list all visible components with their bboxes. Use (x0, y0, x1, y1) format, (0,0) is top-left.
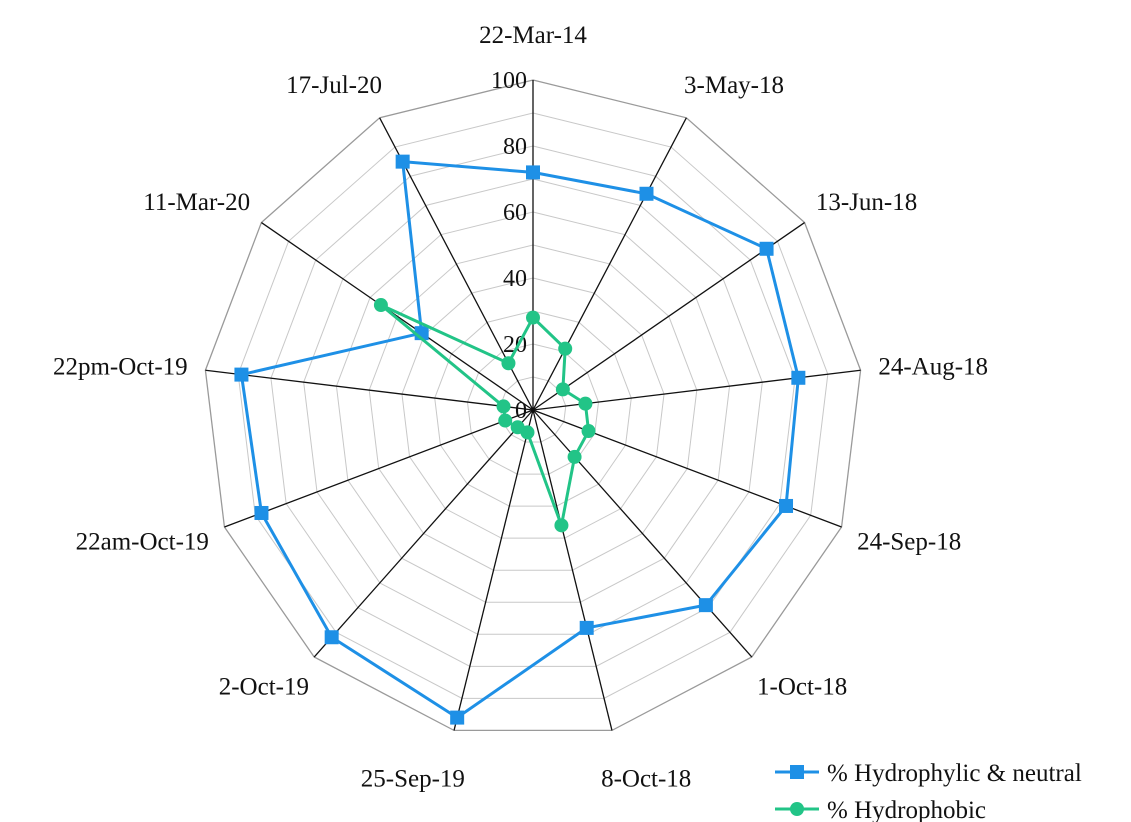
point-1-1 (558, 341, 573, 356)
radar-grid (204, 79, 862, 732)
point-1-6 (554, 518, 569, 533)
tick-label-80: 80 (503, 134, 527, 160)
category-label-0: 22-Mar-14 (479, 22, 587, 49)
point-0-7 (450, 710, 465, 725)
point-0-2 (759, 241, 774, 256)
spoke-2 (532, 222, 805, 411)
point-1-11 (373, 298, 388, 313)
point-0-8 (324, 630, 339, 645)
category-label-1: 3-May-18 (684, 72, 784, 99)
point-0-5 (698, 598, 713, 613)
spoke-1 (532, 117, 687, 411)
tick-label-40: 40 (503, 266, 527, 292)
data-series (234, 154, 806, 725)
category-label-9: 22am-Oct-19 (76, 528, 209, 555)
point-1-4 (581, 424, 596, 439)
series-line-0 (239, 159, 800, 720)
point-1-12 (501, 356, 516, 371)
legend-marker-0 (790, 765, 804, 779)
category-label-10: 22pm-Oct-19 (53, 354, 188, 381)
legend-label-0: % Hydrophylic & neutral (827, 760, 1082, 787)
category-labels: 22-Mar-14 3-May-18 13-Jun-18 24-Aug-18 24-Se… (53, 22, 988, 792)
grid-ring-2 (466, 343, 600, 475)
tick-label-0: 0 (515, 398, 527, 424)
legend-item-0: % Hydrophylic & neutral (775, 760, 1082, 787)
grid-ring-9 (237, 112, 829, 699)
legend-marker-1 (790, 802, 804, 816)
point-0-12 (395, 154, 410, 169)
point-0-6 (579, 620, 594, 635)
legend: % Hydrophylic & neutral % Hydrophobic (775, 760, 1082, 822)
series-line-1 (379, 303, 591, 531)
grid-ring-5 (368, 244, 698, 571)
spoke-5 (532, 409, 753, 658)
point-1-0 (526, 310, 540, 325)
spoke-10 (205, 369, 534, 411)
grid-ring-6 (335, 211, 731, 603)
point-1-8 (510, 420, 525, 435)
category-label-6: 8-Oct-18 (601, 765, 691, 792)
category-label-4: 24-Sep-18 (857, 528, 961, 555)
category-label-11: 11-Mar-20 (143, 189, 250, 216)
point-0-1 (639, 186, 654, 201)
grid-ring-7 (303, 178, 763, 635)
point-0-9 (254, 505, 269, 520)
tick-label-60: 60 (503, 200, 527, 226)
spoke-9 (224, 409, 534, 528)
grid-ring-10 (204, 79, 862, 732)
point-1-9 (498, 413, 513, 428)
grid-ring-4 (401, 277, 665, 539)
spoke-7 (453, 409, 534, 731)
series-1 (373, 298, 596, 533)
legend-item-1: % Hydrophobic (775, 797, 986, 822)
category-label-12: 17-Jul-20 (286, 72, 382, 99)
point-0-10 (234, 367, 249, 382)
point-1-5 (567, 449, 582, 464)
spoke-6 (532, 409, 613, 731)
category-label-2: 13-Jun-18 (816, 189, 917, 216)
point-1-2 (555, 382, 570, 397)
spoke-8 (313, 409, 534, 658)
series-0 (234, 154, 806, 725)
category-label-3: 24-Aug-18 (878, 354, 988, 381)
legend-label-1: % Hydrophobic (827, 797, 986, 822)
point-0-4 (779, 498, 794, 513)
spoke-4 (532, 409, 842, 528)
category-label-7: 25-Sep-19 (361, 765, 465, 792)
category-label-5: 1-Oct-18 (757, 673, 847, 700)
category-label-8: 2-Oct-19 (219, 673, 309, 700)
spoke-11 (261, 222, 534, 411)
tick-label-100: 100 (491, 68, 527, 94)
point-0-3 (791, 370, 806, 385)
point-1-10 (496, 399, 511, 414)
point-1-3 (578, 396, 593, 411)
point-0-0 (526, 165, 540, 180)
